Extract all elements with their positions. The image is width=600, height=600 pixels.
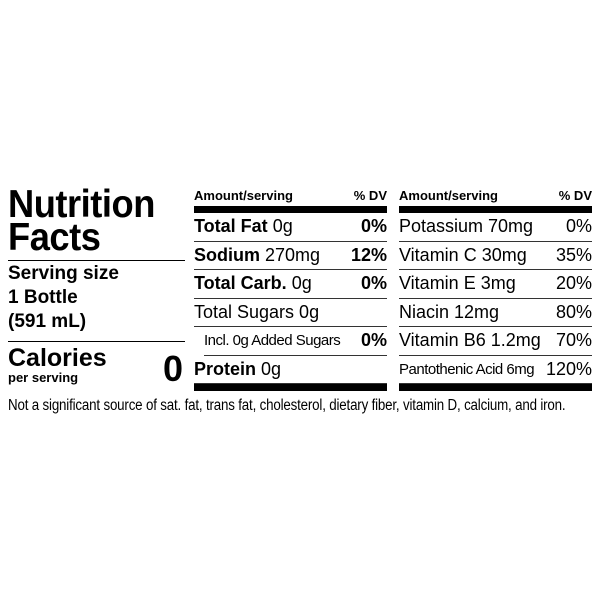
divider [8,260,185,261]
nutrient-name: Potassium 70mg [399,216,534,237]
table-row: Potassium 70mg 0% [399,213,592,242]
nutrient-name: Vitamin E 3mg [399,273,516,294]
table-row: Pantothenic Acid 6mg 120% [399,356,592,384]
calories-value: 0 [162,348,183,389]
serving-amount: 1 Bottle [8,287,78,308]
nutrient-name: Total Sugars 0g [194,301,320,322]
nutrition-facts-header: Nutrition Facts Serving size 1 Bottle (5… [8,183,185,389]
serving-volume: (591 mL) [8,311,87,332]
table-row: Total Fat 0g 0% [194,213,387,242]
nutrient-name: Pantothenic Acid 6mg [399,360,535,378]
nutrient-name: Incl. 0g Added Sugars [204,332,341,350]
nutrient-dv: 80% [555,301,592,322]
table-row: Vitamin E 3mg 20% [399,270,592,299]
nutrient-dv: 70% [555,330,592,351]
nutrient-amount: 0g [261,358,282,379]
nutrient-amount: 270mg [265,244,321,265]
nutrient-amount: 0g [272,216,293,237]
table-header: Amount/serving % DV [194,186,387,206]
table-row: Vitamin C 30mg 35% [399,242,592,270]
calories-label: Calories [8,344,107,372]
table-row: Vitamin B6 1.2mg 70% [399,327,592,356]
nutrient-name: Protein [194,358,257,379]
nutrient-name: Sodium [194,244,260,265]
macronutrient-table: Amount/serving % DV Total Fat 0g 0% Sodiu… [194,186,387,391]
nutrient-dv: 0% [565,216,592,237]
nutrient-dv: 120% [545,358,592,379]
nutrient-name: Vitamin B6 1.2mg [399,330,541,351]
per-serving-label: per serving [8,370,79,385]
thick-divider [399,206,592,213]
table-row: Protein 0g [194,356,387,384]
thick-divider [194,384,387,391]
table-row: Total Sugars 0g [194,299,387,327]
table-header: Amount/serving % DV [399,186,592,206]
nutrient-dv: 35% [555,244,592,265]
calories-row: Calories per serving 0 [8,342,185,389]
amount-header: Amount/serving [399,188,498,203]
table-row: Sodium 270mg 12% [194,242,387,270]
table-row: Niacin 12mg 80% [399,299,592,327]
nutrient-name: Total Carb. [194,273,287,294]
thick-divider [194,206,387,213]
nutrient-dv: 12% [350,244,387,265]
serving-size-label: Serving size [8,263,119,284]
amount-header: Amount/serving [194,188,293,203]
title-line-2: Facts [8,216,101,259]
nutrient-name: Total Fat [194,216,268,237]
micronutrient-table: Amount/serving % DV Potassium 70mg 0% Vit… [399,186,592,391]
nutrient-name: Vitamin C 30mg [399,244,527,265]
nutrient-dv: 20% [555,273,592,294]
table-row: Incl. 0g Added Sugars 0% [204,327,387,356]
nutrient-dv: 0% [360,330,387,351]
nutrient-dv: 0% [360,273,387,294]
title-line-1: Nutrition [8,183,155,226]
footnote: Not a significant source of sat. fat, tr… [8,397,566,414]
table-row: Total Carb. 0g 0% [194,270,387,299]
nutrient-amount: 0g [291,273,312,294]
thick-divider [399,384,592,391]
nutrient-dv: 0% [360,216,387,237]
dv-header: % DV [558,188,592,203]
nutrient-name: Niacin 12mg [399,301,500,322]
dv-header: % DV [353,188,387,203]
divider [8,341,185,342]
